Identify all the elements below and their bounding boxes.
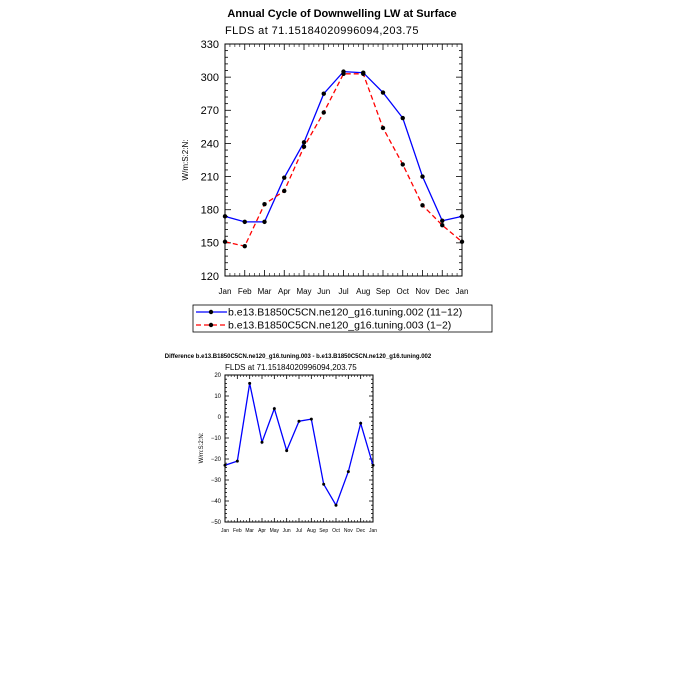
data-point [242, 219, 247, 225]
y-tick-label: −50 [211, 520, 222, 526]
data-point [359, 421, 363, 425]
data-point [321, 91, 326, 96]
x-tick-label: Nov [344, 528, 353, 534]
data-point [222, 214, 228, 219]
x-tick-label: Oct [397, 287, 410, 296]
y-tick-label: 120 [201, 271, 219, 283]
data-point [322, 482, 326, 486]
data-point [223, 463, 227, 467]
data-point [334, 503, 338, 507]
y-tick-label: 10 [214, 394, 221, 400]
data-point [282, 188, 287, 194]
x-tick-label: May [270, 528, 280, 534]
chart1-y-axis-label: W/m:S:2:N: [181, 140, 190, 181]
data-point [440, 218, 445, 223]
y-tick-label: 240 [201, 138, 219, 150]
data-point [380, 90, 386, 95]
y-tick-label: −30 [211, 478, 222, 484]
chart2-title: Difference b.e13.B1850C5CN.ne120_g16.tun… [165, 354, 432, 360]
x-tick-label: Oct [332, 528, 340, 534]
legend-box [192, 304, 493, 333]
chart2-y-axis-label: W/m:S:2:N: [199, 432, 205, 463]
chart2-subtitle: FLDS at 71.15184020996094,203.75 [225, 363, 357, 372]
data-point [242, 243, 247, 249]
x-tick-label: Jan [369, 528, 377, 534]
x-tick-label: Jan [219, 287, 232, 296]
data-point [301, 144, 307, 149]
x-tick-label: Sep [376, 287, 391, 296]
x-tick-label: Dec [356, 528, 365, 534]
x-tick-label: Mar [245, 528, 254, 534]
legend-marker [208, 309, 214, 315]
data-point [459, 239, 465, 244]
y-tick-label: 150 [201, 238, 219, 250]
data-point [272, 407, 276, 411]
chart1-plot: 120 150 180 210 240 270 300 330 Jan Feb Mar Apr May J… [201, 39, 469, 296]
y-tick-label: 270 [201, 105, 219, 117]
x-tick-label: Feb [233, 528, 242, 534]
data-point [282, 175, 287, 180]
data-point [341, 71, 346, 77]
data-point [400, 115, 405, 121]
data-point [301, 140, 307, 145]
y-tick-label: 20 [214, 373, 221, 379]
legend-marker [208, 322, 214, 328]
data-point [420, 203, 425, 208]
y-tick-label: −40 [211, 499, 222, 505]
data-point [285, 449, 289, 453]
x-tick-label: Jun [283, 528, 291, 534]
plot-frame [224, 43, 463, 277]
data-point [297, 419, 301, 423]
y-tick-label: 210 [201, 171, 219, 183]
chart2-plot: −50 −40 −30 −20 −10 0 10 20 Jan Feb Mar Apr May Jun Ju… [211, 373, 377, 534]
data-point [262, 219, 267, 225]
chart1-title: Annual Cycle of Downwelling LW at Surfac… [227, 8, 456, 20]
data-point [346, 470, 350, 474]
x-tick-label: May [296, 287, 311, 296]
series-line [224, 383, 374, 507]
y-tick-label: −20 [211, 457, 222, 463]
x-tick-label: Feb [238, 287, 252, 296]
data-point [400, 162, 405, 167]
legend-label: b.e13.B1850C5CN.ne120_g16.tuning.003 (1−… [228, 320, 451, 332]
chart1-legend: b.e13.B1850C5CN.ne120_g16.tuning.002 (11… [192, 304, 493, 333]
chart1-subtitle: FLDS at 71.15184020996094,203.75 [225, 25, 419, 37]
data-point [260, 440, 264, 444]
y-tick-label: 180 [201, 205, 219, 217]
x-tick-label: Mar [258, 287, 272, 296]
x-tick-label: Dec [435, 287, 449, 296]
x-tick-label: Jan [456, 287, 469, 296]
data-point [420, 174, 425, 179]
data-point [222, 239, 228, 244]
x-tick-label: Aug [307, 528, 316, 534]
series-line [224, 73, 463, 247]
data-point [440, 222, 445, 228]
x-tick-label: Sep [319, 528, 328, 534]
x-tick-label: Jul [338, 287, 348, 296]
y-tick-label: −10 [211, 436, 222, 442]
data-point [361, 71, 366, 77]
data-point [459, 214, 465, 219]
x-tick-label: Apr [258, 528, 266, 534]
y-tick-label: 300 [201, 72, 219, 84]
data-point [321, 110, 326, 115]
x-tick-label: Jan [221, 528, 229, 534]
data-point [380, 125, 386, 131]
data-point [235, 459, 239, 463]
data-point [248, 381, 252, 385]
x-tick-label: Aug [356, 287, 370, 296]
data-point [371, 463, 375, 467]
data-point [262, 201, 267, 207]
x-tick-label: Jul [296, 528, 302, 534]
x-tick-label: Nov [415, 287, 429, 296]
x-tick-label: Apr [278, 287, 291, 296]
series-line [224, 70, 463, 223]
y-tick-label: 330 [201, 39, 219, 51]
data-point [309, 417, 313, 421]
x-tick-label: Jun [317, 287, 330, 296]
y-tick-label: 0 [218, 415, 222, 421]
legend-label: b.e13.B1850C5CN.ne120_g16.tuning.002 (11… [228, 307, 462, 319]
